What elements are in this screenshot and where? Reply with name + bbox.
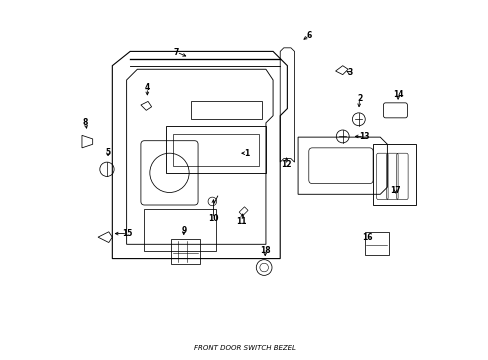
Text: 2: 2 [356, 94, 362, 103]
Text: 10: 10 [208, 214, 218, 223]
Text: 14: 14 [392, 90, 403, 99]
Text: 15: 15 [122, 229, 132, 238]
Text: 5: 5 [105, 148, 110, 157]
Text: 9: 9 [181, 225, 186, 234]
Text: 16: 16 [361, 233, 371, 242]
Text: 8: 8 [82, 118, 88, 127]
Text: 11: 11 [236, 217, 246, 226]
Text: 18: 18 [260, 246, 270, 255]
Text: 13: 13 [358, 132, 368, 141]
Text: 4: 4 [144, 83, 150, 92]
Text: 17: 17 [389, 185, 400, 194]
Text: FRONT DOOR SWITCH BEZEL: FRONT DOOR SWITCH BEZEL [193, 346, 295, 351]
Text: 7: 7 [174, 48, 179, 57]
Text: 12: 12 [281, 161, 291, 170]
Text: 3: 3 [346, 68, 352, 77]
Text: 6: 6 [306, 31, 311, 40]
Text: 1: 1 [243, 149, 248, 158]
